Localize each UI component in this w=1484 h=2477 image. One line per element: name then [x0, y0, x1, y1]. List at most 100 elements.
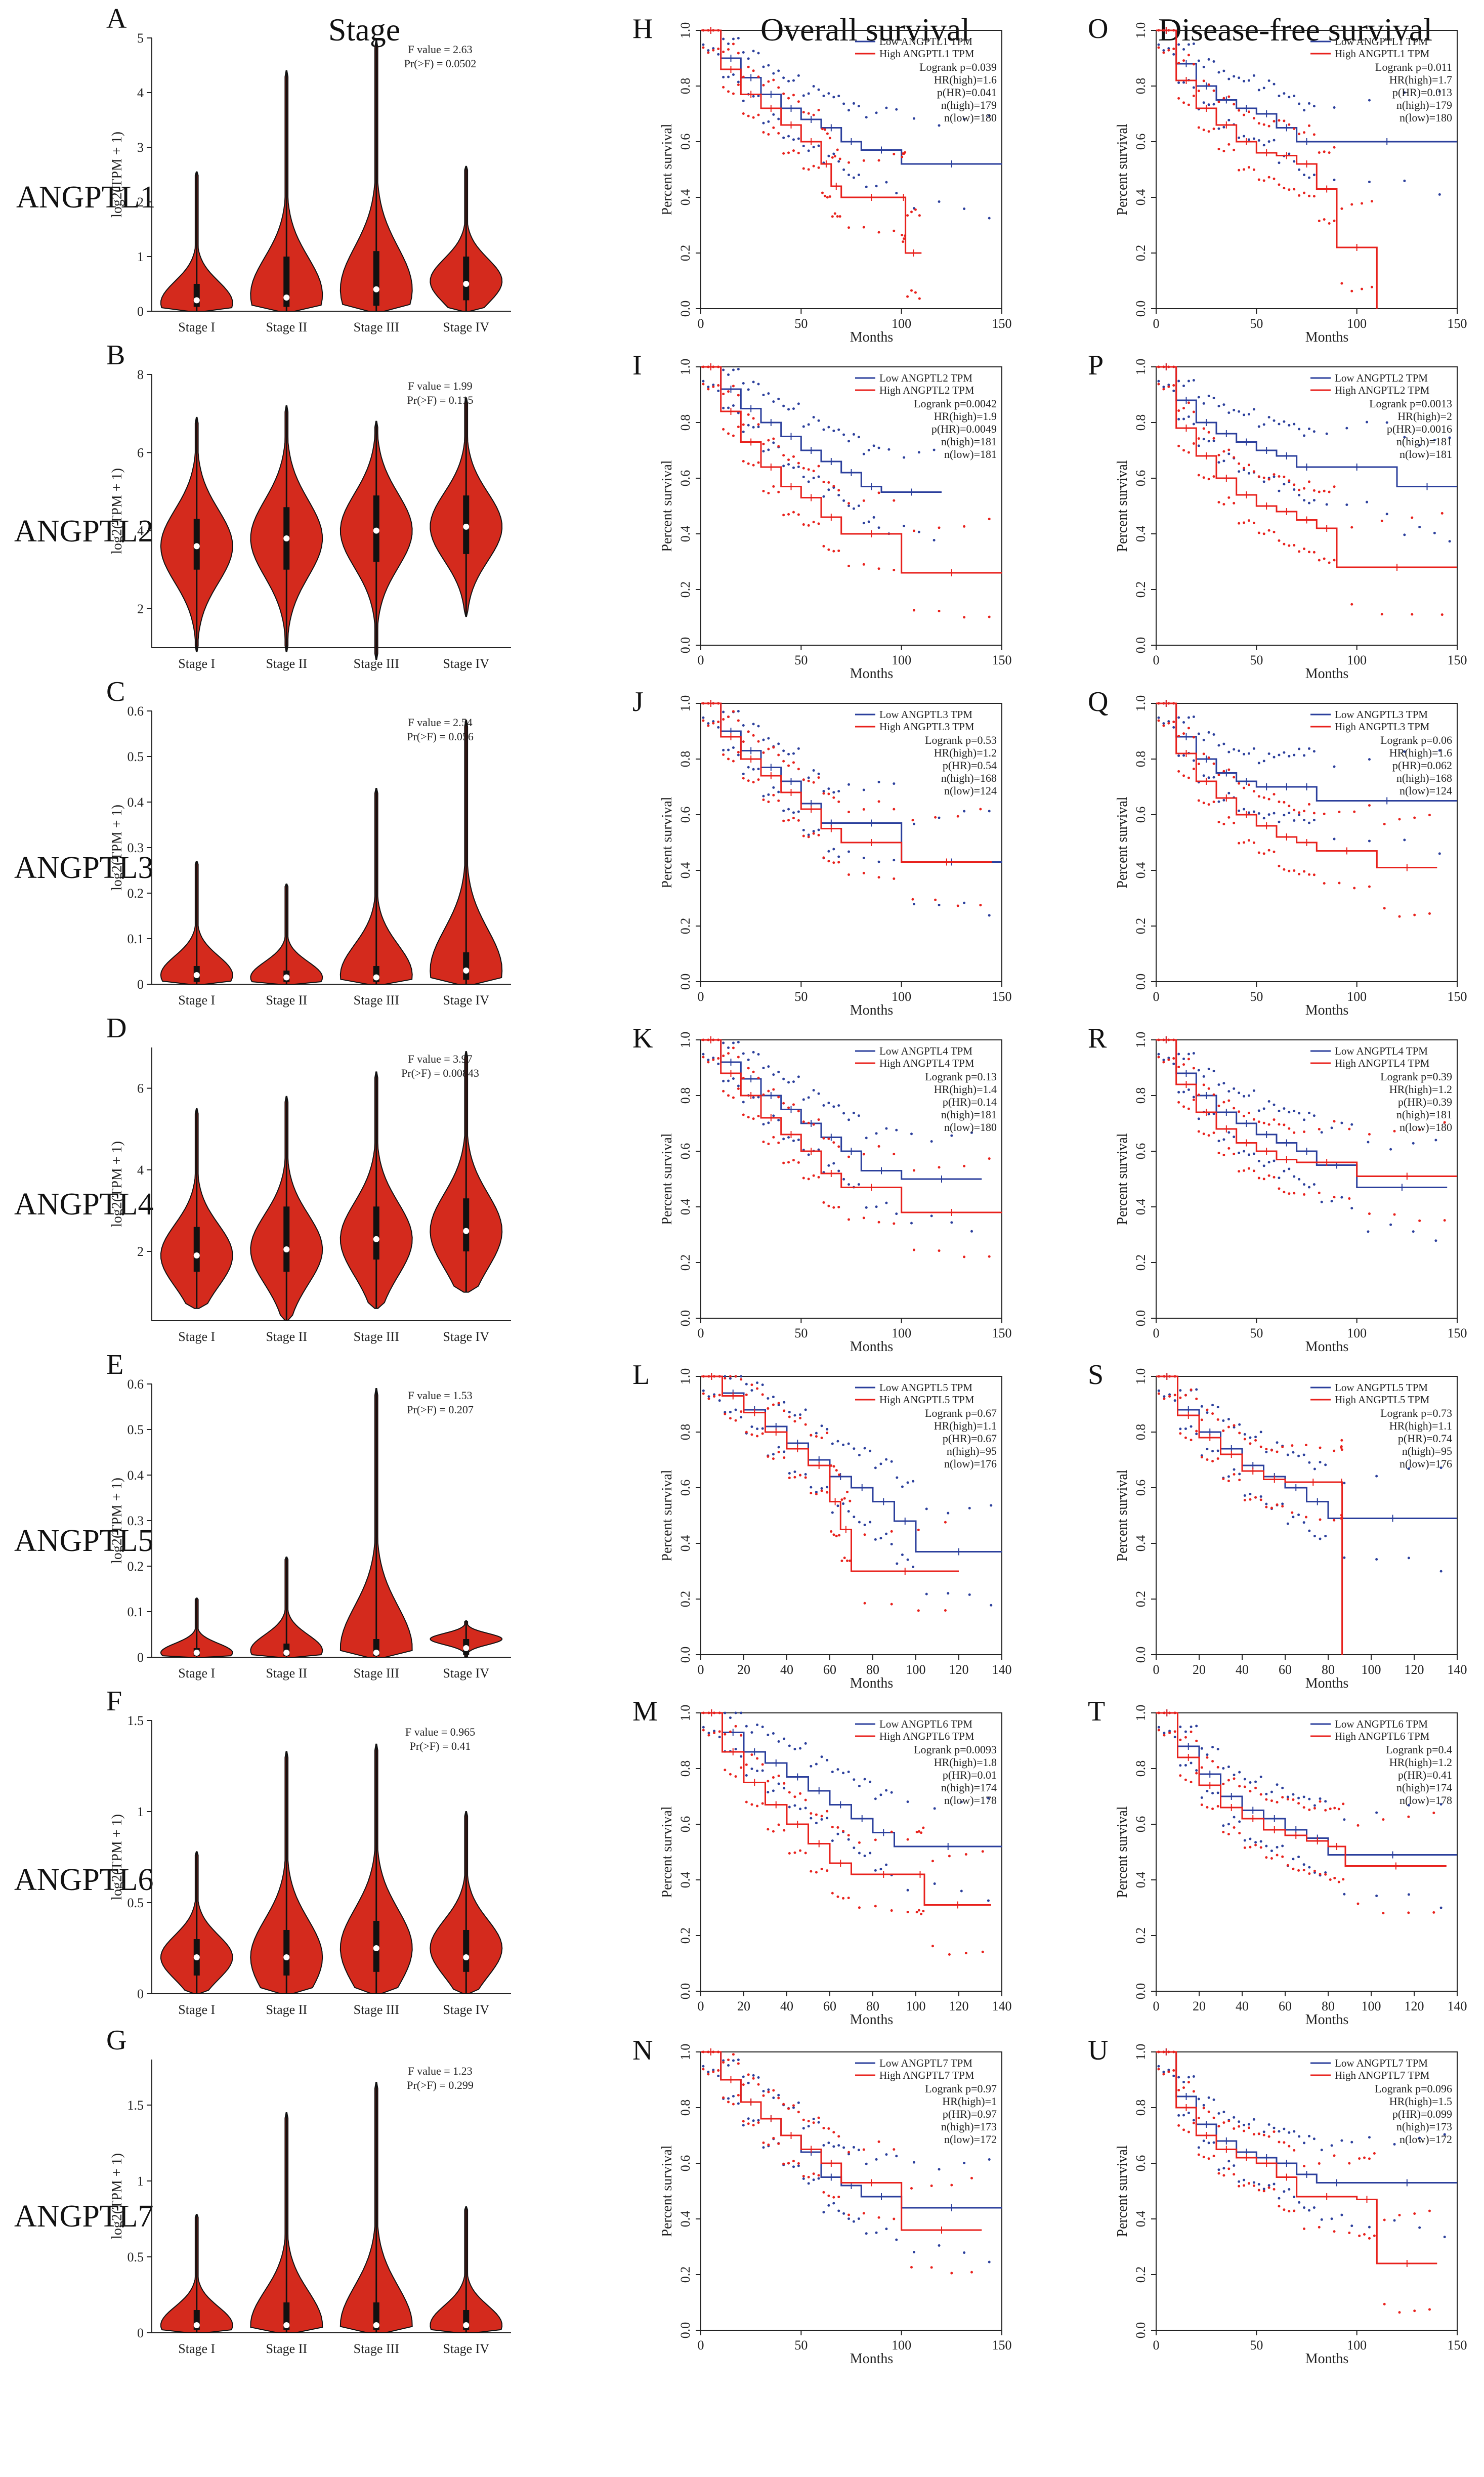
ci-dot [745, 1725, 748, 1728]
ci-dot [837, 1205, 840, 1208]
ci-dot [960, 1890, 963, 1893]
ci-dot [804, 1798, 807, 1801]
ci-dot [1182, 1090, 1185, 1094]
ci-dot [920, 1831, 923, 1834]
ci-dot [862, 452, 865, 455]
ci-dot [777, 445, 780, 448]
y-tick-label: 0 [137, 2326, 144, 2340]
ci-dot [1252, 1089, 1255, 1092]
ci-dot [1288, 869, 1291, 872]
ci-dot [777, 790, 780, 793]
ci-dot [717, 721, 720, 724]
ci-dot [1227, 816, 1231, 819]
ci-dot [1324, 1463, 1327, 1466]
ci-dot [722, 86, 725, 89]
ci-dot [920, 1912, 923, 1915]
ci-dot [1338, 881, 1341, 885]
y-axis-label: Percent survival [659, 1133, 675, 1225]
violin-median [193, 1954, 200, 1960]
ci-dot [988, 217, 991, 220]
panel-letter: A [106, 3, 127, 34]
ci-dot [747, 730, 750, 733]
legend-low-label: Low ANGPTL7 TPM [879, 2057, 972, 2069]
ci-dot [1259, 1775, 1262, 1778]
ci-dot [762, 121, 765, 124]
x-tick-label: 40 [780, 1662, 793, 1677]
ci-dot [1217, 2168, 1220, 2171]
ci-dot [812, 1174, 815, 1177]
ci-dot [1363, 2156, 1366, 2159]
y-tick-label: 0.2 [678, 581, 693, 598]
ci-dot [1340, 1448, 1343, 1451]
ci-dot [712, 1057, 715, 1060]
ci-dot [827, 488, 830, 491]
ci-dot [804, 1476, 807, 1479]
ci-dot [1200, 1405, 1203, 1408]
ci-dot [777, 490, 780, 493]
ci-dot [747, 65, 750, 68]
ci-dot [767, 2144, 770, 2147]
ci-dot [836, 1895, 839, 1898]
ci-dot [1212, 475, 1215, 478]
ci-dot [1167, 2069, 1170, 2072]
ci-dot [1212, 2141, 1215, 2144]
ci-dot [915, 1830, 918, 1833]
ci-dot [802, 2127, 805, 2130]
ci-dot [1283, 751, 1286, 754]
ci-dot [885, 1458, 888, 1461]
y-tick-label: 0.4 [678, 1199, 693, 1215]
ci-dot [877, 159, 880, 162]
ci-dot [1222, 503, 1225, 506]
ci-dot [752, 2077, 755, 2080]
panel-letter: K [632, 1023, 653, 1054]
y-tick-label: 1 [137, 2174, 144, 2189]
ci-dot [1340, 1439, 1343, 1442]
x-tick-label: 140 [992, 1662, 1012, 1677]
ci-dot [1292, 1516, 1295, 1519]
chart-J: J0.00.20.40.60.81.00 50 100 150MonthsPercen… [632, 686, 1012, 1018]
ci-dot [1227, 2167, 1231, 2170]
ci-dot [1291, 1511, 1294, 1514]
ci-dot [782, 749, 785, 752]
ci-dot [837, 800, 840, 803]
y-tick-label: 0.4 [1133, 1535, 1148, 1552]
ci-dot [772, 441, 775, 444]
ci-dot [1438, 90, 1441, 93]
ci-dot [1187, 415, 1190, 418]
y-tick-label: 0.2 [678, 245, 693, 262]
column-title-disease-free-survival: Disease-free survival [1158, 12, 1432, 48]
ci-dot [1252, 2184, 1255, 2187]
ci-dot [815, 1493, 818, 1496]
ci-dot [752, 2124, 755, 2127]
ci-dot [820, 1867, 823, 1870]
y-tick-label: 0.3 [128, 1514, 144, 1528]
ci-dot [1307, 821, 1310, 824]
ci-dot [1192, 1096, 1195, 1099]
violin-median [463, 1954, 470, 1960]
ci-dot [990, 1504, 993, 1507]
ci-dot [1238, 1423, 1241, 1426]
ci-dot [857, 2149, 860, 2152]
ci-dot [1157, 46, 1160, 49]
ci-dot [817, 475, 820, 478]
ci-dot [1324, 1809, 1327, 1812]
legend-high-label: High ANGPTL1 TPM [1335, 48, 1430, 60]
y-tick-label: 1.5 [128, 1713, 144, 1728]
ci-dot [1217, 127, 1220, 130]
ci-dot [1182, 754, 1185, 757]
ci-dot [752, 734, 755, 737]
ci-dot [1318, 1127, 1321, 1130]
y-tick-label: 1 [137, 249, 144, 264]
ci-dot [1222, 799, 1225, 802]
ci-dot [793, 1795, 796, 1798]
ci-dot [787, 79, 790, 82]
ci-dot [1187, 2076, 1190, 2079]
ci-dot [787, 458, 790, 461]
ci-dot [990, 1604, 993, 1607]
ci-dot [1187, 1053, 1190, 1056]
ci-dot [724, 1733, 727, 1736]
ci-dot [1172, 2069, 1175, 2072]
ci-dot [1192, 768, 1195, 771]
ci-dot [1403, 838, 1406, 842]
ci-dot [1283, 814, 1286, 817]
